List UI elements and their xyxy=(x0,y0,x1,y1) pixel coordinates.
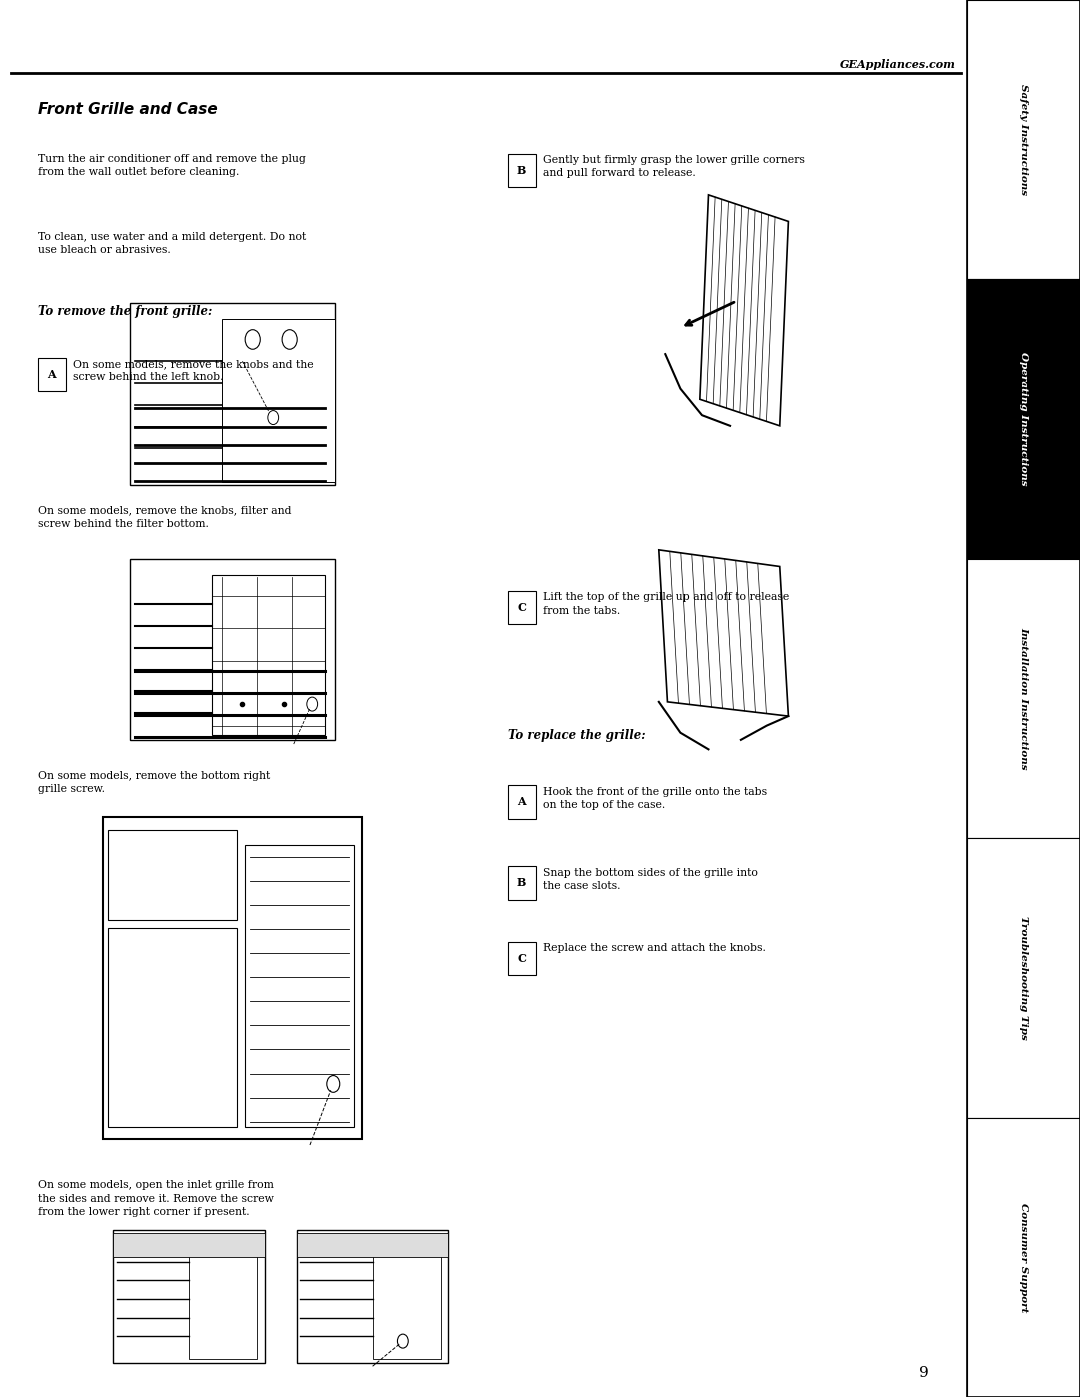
FancyBboxPatch shape xyxy=(508,785,536,819)
Text: Gently but firmly grasp the lower grille corners
and pull forward to release.: Gently but firmly grasp the lower grille… xyxy=(543,155,805,179)
FancyBboxPatch shape xyxy=(38,358,66,391)
FancyBboxPatch shape xyxy=(967,279,1080,559)
Text: Lift the top of the grille up and off to release
from the tabs.: Lift the top of the grille up and off to… xyxy=(543,592,789,616)
FancyBboxPatch shape xyxy=(967,0,1080,279)
Text: To clean, use water and a mild detergent. Do not
use bleach or abrasives.: To clean, use water and a mild detergent… xyxy=(38,232,306,256)
Text: Safety Instructions: Safety Instructions xyxy=(1018,84,1028,196)
Text: Consumer Support: Consumer Support xyxy=(1018,1203,1028,1312)
Text: Troubleshooting Tips: Troubleshooting Tips xyxy=(1018,916,1028,1039)
Text: Replace the screw and attach the knobs.: Replace the screw and attach the knobs. xyxy=(543,943,766,953)
FancyBboxPatch shape xyxy=(373,1239,441,1358)
FancyBboxPatch shape xyxy=(222,319,335,482)
FancyBboxPatch shape xyxy=(113,1231,265,1363)
FancyBboxPatch shape xyxy=(108,830,238,921)
FancyBboxPatch shape xyxy=(297,1232,448,1257)
Text: On some models, remove the knobs, filter and
screw behind the filter bottom.: On some models, remove the knobs, filter… xyxy=(38,506,292,529)
FancyBboxPatch shape xyxy=(508,942,536,975)
Text: 9: 9 xyxy=(918,1366,929,1380)
Text: C: C xyxy=(517,953,526,964)
FancyBboxPatch shape xyxy=(113,1232,265,1257)
FancyBboxPatch shape xyxy=(297,1231,448,1363)
Text: A: A xyxy=(48,369,56,380)
Text: On some models, remove the bottom right
grille screw.: On some models, remove the bottom right … xyxy=(38,771,270,795)
Text: B: B xyxy=(517,877,526,888)
Text: B: B xyxy=(517,165,526,176)
FancyBboxPatch shape xyxy=(508,591,536,624)
Text: On some models, open the inlet grille from
the sides and remove it. Remove the s: On some models, open the inlet grille fr… xyxy=(38,1180,273,1217)
FancyBboxPatch shape xyxy=(245,845,354,1127)
Text: A: A xyxy=(517,796,526,807)
Text: GEAppliances.com: GEAppliances.com xyxy=(840,59,956,70)
Text: Operating Instructions: Operating Instructions xyxy=(1018,352,1028,486)
Text: To replace the grille:: To replace the grille: xyxy=(508,729,645,742)
FancyBboxPatch shape xyxy=(967,1118,1080,1397)
FancyBboxPatch shape xyxy=(508,154,536,187)
FancyBboxPatch shape xyxy=(967,838,1080,1118)
FancyBboxPatch shape xyxy=(108,928,238,1127)
Text: Front Grille and Case: Front Grille and Case xyxy=(38,102,217,117)
FancyBboxPatch shape xyxy=(508,866,536,900)
Text: Snap the bottom sides of the grille into
the case slots.: Snap the bottom sides of the grille into… xyxy=(543,868,758,891)
Text: Hook the front of the grille onto the tabs
on the top of the case.: Hook the front of the grille onto the ta… xyxy=(543,787,768,810)
FancyBboxPatch shape xyxy=(212,576,324,735)
FancyBboxPatch shape xyxy=(103,817,362,1139)
FancyBboxPatch shape xyxy=(189,1239,257,1358)
Text: On some models, remove the knobs and the
screw behind the left knob.: On some models, remove the knobs and the… xyxy=(73,359,314,383)
FancyBboxPatch shape xyxy=(130,303,335,485)
Text: C: C xyxy=(517,602,526,613)
Text: Turn the air conditioner off and remove the plug
from the wall outlet before cle: Turn the air conditioner off and remove … xyxy=(38,154,306,177)
Text: Installation Instructions: Installation Instructions xyxy=(1018,627,1028,770)
FancyBboxPatch shape xyxy=(130,559,335,740)
Text: To remove the front grille:: To remove the front grille: xyxy=(38,305,212,317)
FancyBboxPatch shape xyxy=(967,559,1080,838)
